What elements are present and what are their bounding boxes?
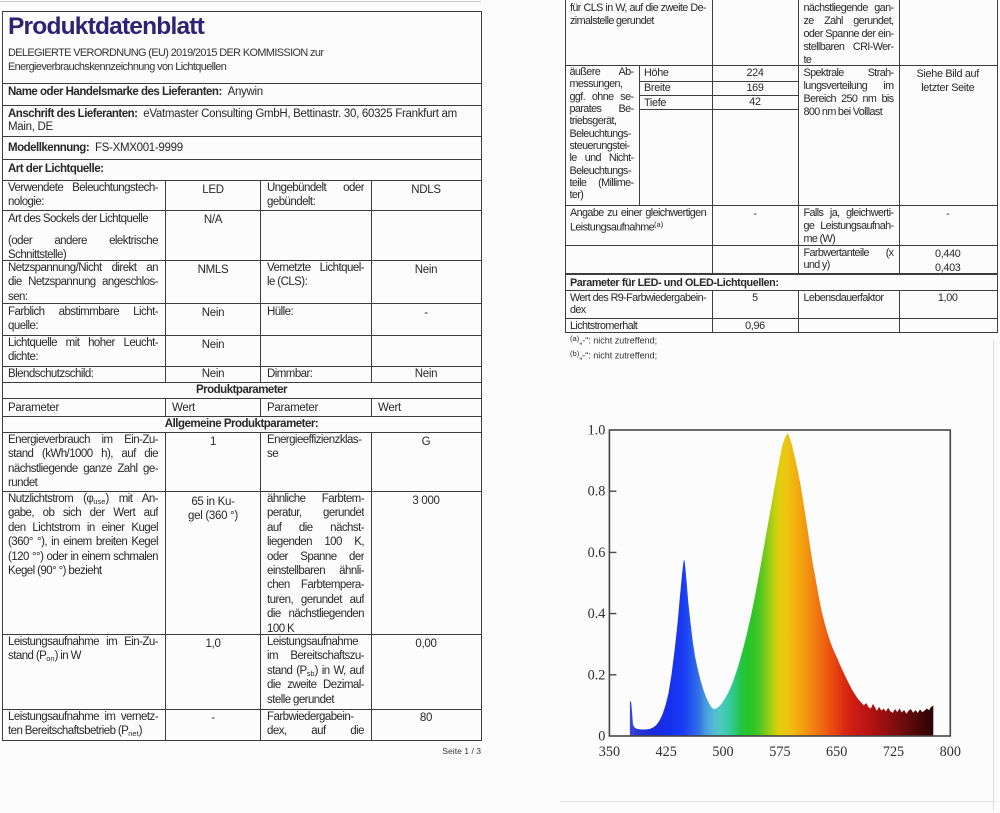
svg-text:0.8: 0.8 (588, 484, 606, 500)
svg-text:0.4: 0.4 (588, 606, 606, 622)
svg-text:0.2: 0.2 (588, 667, 606, 683)
svg-text:800: 800 (940, 744, 961, 760)
svg-text:575: 575 (769, 744, 790, 760)
svg-text:650: 650 (826, 744, 847, 760)
svg-text:425: 425 (656, 744, 677, 760)
svg-text:1.0: 1.0 (588, 423, 606, 439)
svg-text:500: 500 (712, 744, 733, 760)
svg-text:725: 725 (883, 744, 904, 760)
svg-text:350: 350 (599, 744, 620, 760)
svg-text:0.6: 0.6 (588, 545, 606, 561)
svg-text:0: 0 (598, 729, 605, 745)
